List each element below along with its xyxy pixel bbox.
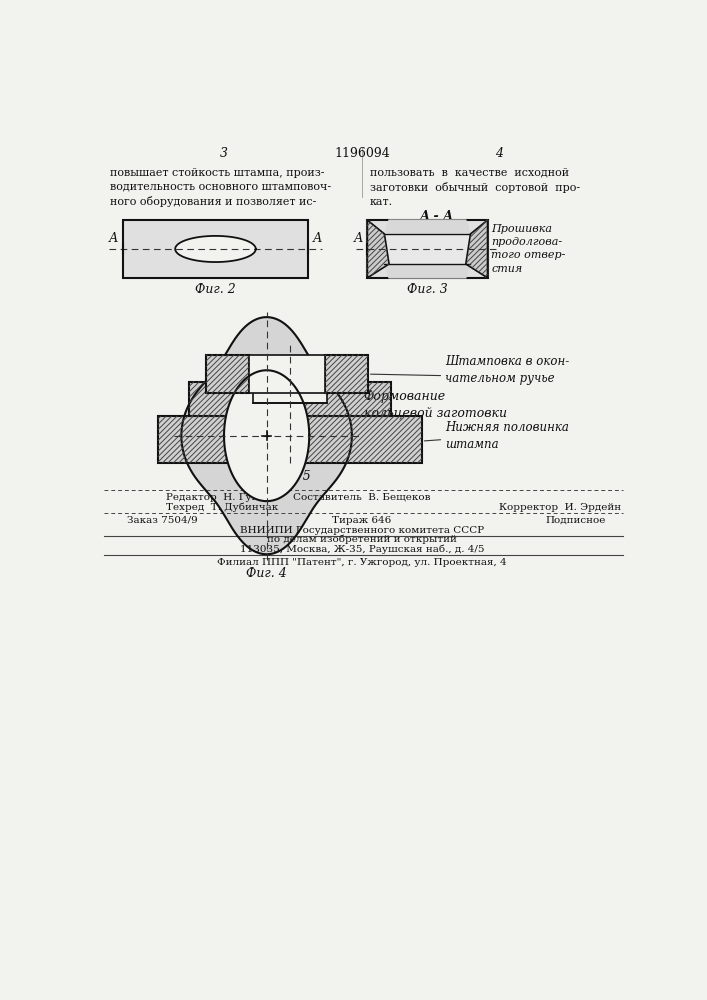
Bar bbox=[158, 416, 421, 463]
Text: Заказ 7504/9: Заказ 7504/9 bbox=[127, 516, 198, 525]
Text: 113035, Москва, Ж-35, Раушская наб., д. 4/5: 113035, Москва, Ж-35, Раушская наб., д. … bbox=[240, 544, 484, 554]
Polygon shape bbox=[466, 220, 488, 278]
Text: 1196094: 1196094 bbox=[334, 147, 390, 160]
Text: Корректор  И. Эрдейн: Корректор И. Эрдейн bbox=[499, 503, 621, 512]
Polygon shape bbox=[368, 220, 389, 278]
Polygon shape bbox=[175, 236, 256, 262]
Polygon shape bbox=[182, 317, 352, 554]
Polygon shape bbox=[385, 234, 470, 264]
Bar bbox=[368, 220, 488, 278]
Text: Редактор  Н. Гунько: Редактор Н. Гунько bbox=[166, 493, 276, 502]
Bar bbox=[325, 355, 368, 393]
Text: А: А bbox=[312, 232, 322, 245]
Text: 3: 3 bbox=[220, 147, 228, 160]
Text: Формование
кольцевой заготовки: Формование кольцевой заготовки bbox=[363, 390, 506, 420]
Text: Штамповка в окон-
чательном ручье: Штамповка в окон- чательном ручье bbox=[445, 355, 569, 385]
Bar bbox=[189, 382, 391, 416]
Bar bbox=[123, 220, 308, 278]
Polygon shape bbox=[385, 220, 470, 234]
Text: повышает стойкость штампа, произ-
водительность основного штамповоч-
ного оборуд: повышает стойкость штампа, произ- водите… bbox=[110, 168, 331, 207]
Text: пользовать  в  качестве  исходной
заготовки  обычный  сортовой  про-
кат.: пользовать в качестве исходной заготовки… bbox=[370, 168, 580, 207]
Polygon shape bbox=[385, 264, 470, 278]
Bar bbox=[206, 355, 249, 393]
Text: Филиал ППП "Патент", г. Ужгород, ул. Проектная, 4: Филиал ППП "Патент", г. Ужгород, ул. Про… bbox=[217, 558, 507, 567]
Text: ВНИИПИ Государственного комитета СССР: ВНИИПИ Государственного комитета СССР bbox=[240, 526, 484, 535]
Text: Тираж 646: Тираж 646 bbox=[332, 516, 392, 525]
Bar bbox=[253, 382, 327, 403]
Bar bbox=[249, 355, 325, 393]
Text: Нижняя половинка
штампа: Нижняя половинка штампа bbox=[445, 421, 568, 451]
Text: Фиг. 2: Фиг. 2 bbox=[195, 283, 236, 296]
Text: Составитель  В. Бещеков: Составитель В. Бещеков bbox=[293, 493, 431, 502]
Text: А - А: А - А bbox=[420, 210, 455, 223]
Polygon shape bbox=[224, 370, 309, 501]
Text: Фиг. 3: Фиг. 3 bbox=[407, 283, 448, 296]
Text: Прошивка
продолгова-
того отвер-
стия: Прошивка продолгова- того отвер- стия bbox=[491, 224, 566, 274]
Text: 4: 4 bbox=[495, 147, 503, 160]
Text: по делам изобретений и открытий: по делам изобретений и открытий bbox=[267, 535, 457, 544]
Text: Фиг. 5: Фиг. 5 bbox=[269, 470, 310, 483]
Text: Фиг. 4: Фиг. 4 bbox=[246, 567, 287, 580]
Text: Подписное: Подписное bbox=[546, 516, 606, 525]
Text: Техред  Т. Дубинчак: Техред Т. Дубинчак bbox=[166, 503, 278, 512]
Bar bbox=[253, 382, 327, 403]
Text: А: А bbox=[109, 232, 119, 245]
Text: А: А bbox=[354, 232, 363, 245]
